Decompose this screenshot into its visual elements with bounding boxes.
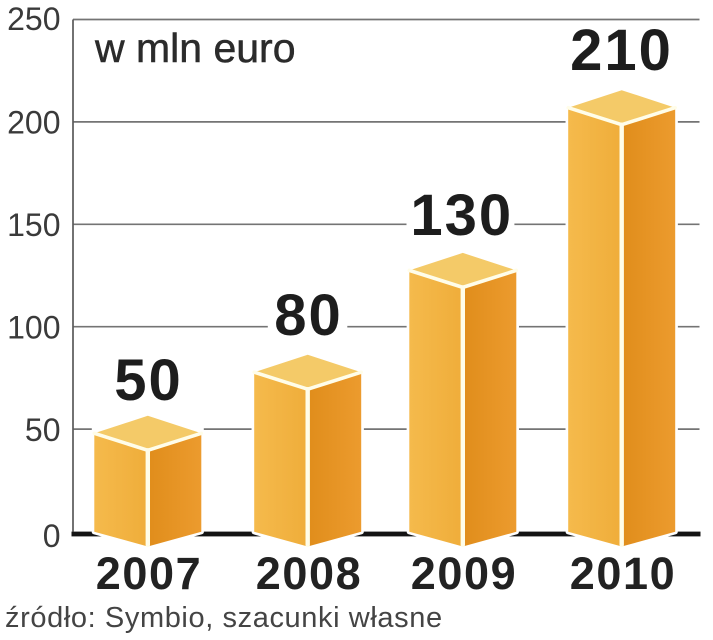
svg-text:50: 50 [114, 348, 183, 413]
svg-text:50: 50 [25, 412, 61, 448]
svg-text:210: 210 [570, 18, 673, 83]
svg-text:130: 130 [410, 183, 513, 248]
svg-text:150: 150 [7, 207, 60, 243]
svg-text:2008: 2008 [256, 548, 363, 599]
svg-text:100: 100 [7, 310, 60, 346]
svg-text:2010: 2010 [570, 548, 677, 599]
svg-text:250: 250 [7, 1, 60, 37]
svg-text:w mln euro: w mln euro [94, 25, 296, 71]
svg-text:2007: 2007 [96, 548, 203, 599]
svg-text:200: 200 [7, 105, 60, 141]
svg-text:2009: 2009 [411, 548, 518, 599]
svg-text:80: 80 [274, 283, 343, 348]
svg-text:źródło: Symbio, szacunki własn: źródło: Symbio, szacunki własne [5, 602, 443, 634]
svg-text:0: 0 [43, 518, 61, 554]
